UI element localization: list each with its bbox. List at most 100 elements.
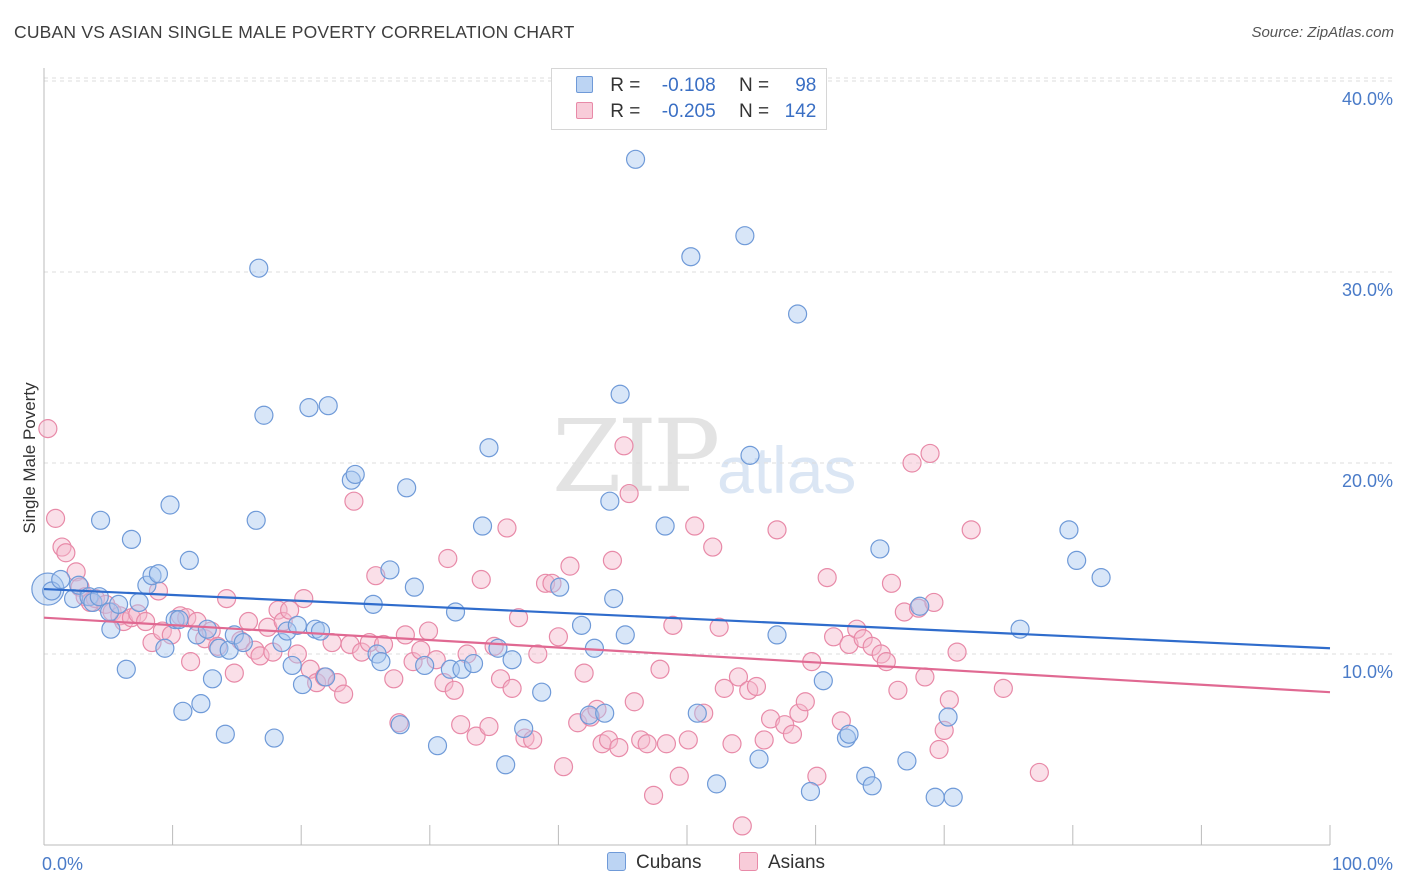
asian-point <box>535 573 556 593</box>
asian-point <box>939 690 959 710</box>
cuban-point <box>870 539 890 559</box>
asian-point <box>714 678 734 698</box>
asian-point <box>694 703 714 723</box>
cuban-point <box>862 776 882 796</box>
legend-r-value: -0.205 <box>661 101 716 122</box>
asian-point <box>760 709 781 729</box>
cuban-point <box>282 655 302 676</box>
tick-labels: 10.0% 20.0% 30.0% 40.0% 0.0% 100.0% <box>42 89 1393 874</box>
asian-point <box>181 652 201 672</box>
asians-swatch <box>576 102 593 119</box>
asians-swatch <box>739 852 758 871</box>
cuban-point <box>233 632 253 653</box>
legend-n-value: 142 <box>784 101 817 122</box>
legend-row-cubans: R = -0.108 N = 98 <box>576 75 816 99</box>
asian-point <box>508 608 529 628</box>
cuban-point <box>390 715 410 735</box>
cuban-point <box>681 247 701 267</box>
asian-point <box>287 644 307 664</box>
cuban-point <box>1091 567 1111 588</box>
asian-point <box>418 621 439 641</box>
cuban-point <box>472 516 493 536</box>
cuban-point <box>440 659 460 679</box>
cuban-point <box>160 495 180 515</box>
asian-point <box>839 634 859 655</box>
asian-point <box>238 611 259 632</box>
cubans-swatch <box>576 76 593 93</box>
asian-point <box>457 644 477 664</box>
asian-point <box>548 627 569 647</box>
cuban-point <box>749 749 769 769</box>
asian-point <box>294 589 314 609</box>
asian-point <box>624 692 644 712</box>
legend-n-value: 98 <box>795 75 817 96</box>
cuban-point <box>1010 619 1030 639</box>
cuban-point <box>101 619 121 639</box>
asian-point <box>685 516 705 536</box>
cuban-point <box>479 438 499 458</box>
cuban-point <box>129 592 149 613</box>
cuban-point <box>938 707 958 727</box>
cuban-point <box>169 610 189 630</box>
asian-point <box>602 550 623 571</box>
asian-point <box>824 627 844 647</box>
cuban-point <box>397 478 417 498</box>
asian-point <box>250 646 270 666</box>
cuban-point <box>615 625 635 645</box>
cuban-point <box>610 384 630 404</box>
legend-r-value: -0.108 <box>661 75 716 96</box>
cuban-point <box>316 667 336 687</box>
asian-point <box>678 730 698 750</box>
asian-point <box>709 617 729 637</box>
asian-point <box>881 573 902 593</box>
asian-point <box>1029 762 1049 783</box>
bottom-legend-cubans: Cubans <box>607 852 702 874</box>
asian-point <box>359 632 379 653</box>
asian-point <box>560 556 580 576</box>
asian-point <box>789 703 809 723</box>
asian-point <box>574 663 594 683</box>
legend-r-label: R = <box>610 75 641 96</box>
chart-title: CUBAN VS ASIAN SINGLE MALE POVERTY CORRE… <box>14 22 575 42</box>
asian-point <box>553 757 574 777</box>
asian-point <box>902 453 922 473</box>
asian-point <box>888 680 908 700</box>
asian-point <box>609 737 629 758</box>
asian-point <box>669 766 689 786</box>
cuban-point <box>571 615 592 635</box>
asian-point <box>444 680 464 700</box>
asian-point <box>920 443 940 464</box>
cubans-swatch <box>607 852 626 871</box>
cuban-point <box>925 787 945 807</box>
legend-row-asians: R = -0.205 N = 142 <box>576 101 816 125</box>
asian-point <box>847 619 867 639</box>
asian-point <box>722 734 742 754</box>
cuban-point <box>595 703 615 723</box>
asian-point <box>614 436 634 456</box>
cuban-point <box>287 615 307 635</box>
cuban-point <box>371 652 391 672</box>
asian-point <box>732 816 752 836</box>
asian-point <box>656 734 677 754</box>
asian-point <box>637 734 657 754</box>
y-axis-title: Single Male Poverty <box>20 382 39 534</box>
asian-point <box>497 518 517 538</box>
cuban-point <box>380 560 400 580</box>
cuban-point <box>299 398 319 418</box>
asian-point <box>334 684 354 704</box>
cubans-trend-line <box>43 587 1331 650</box>
asian-point <box>663 615 683 635</box>
cuban-point <box>856 766 876 786</box>
cuban-point <box>310 621 331 641</box>
asian-point <box>775 715 795 735</box>
cuban-point <box>272 632 292 653</box>
cuban-point <box>1059 520 1079 540</box>
asian-point <box>817 567 837 588</box>
y-tick-label: 40.0% <box>1342 89 1393 109</box>
asian-point <box>502 678 522 698</box>
axes <box>43 68 1331 846</box>
cuban-point <box>191 694 211 714</box>
x-tick-label: 0.0% <box>42 854 83 874</box>
asian-point <box>961 520 981 540</box>
